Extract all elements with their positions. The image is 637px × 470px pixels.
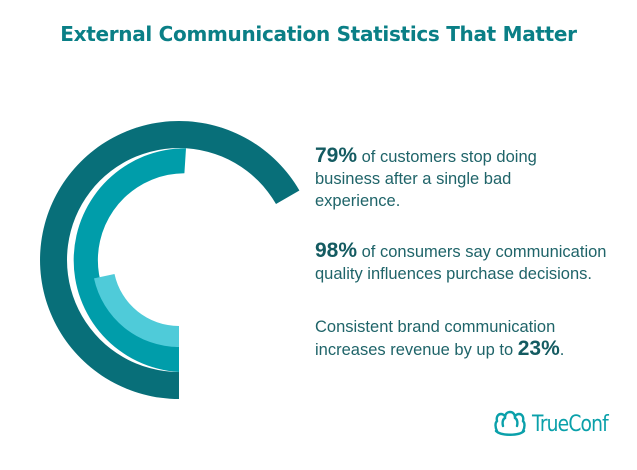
page-title: External Communication Statistics That M… [60,22,577,46]
stat-suffix: . [559,341,565,359]
inner-ring [94,274,179,347]
middle-ring [73,148,186,372]
stat-revenue: Consistent brand communication increases… [315,316,615,361]
logo-text: TrueConf [532,411,609,437]
users-group-icon [494,410,526,436]
stat-value: 79% [315,144,358,167]
stat-value: 23% [517,337,560,360]
stat-text: of customers stop doing business after a… [315,148,537,210]
stat-text: Consistent brand communication increases… [315,318,556,359]
stat-customers: 79% of customers stop doing business aft… [315,145,555,212]
trueconf-logo: TrueConf [493,409,621,439]
stat-value: 98% [315,239,358,262]
stat-consumers: 98% of consumers say communication quali… [315,240,615,285]
stat-text: of consumers say communication quality i… [315,243,607,283]
